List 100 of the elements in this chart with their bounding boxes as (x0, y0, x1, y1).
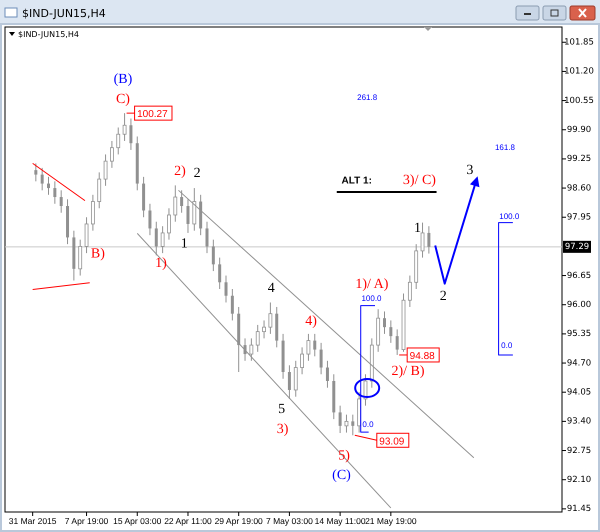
candlestick (212, 239, 215, 272)
annotation: 4 (268, 281, 275, 296)
candlestick (122, 112, 126, 142)
annotation: (B) (114, 72, 133, 88)
candlestick (97, 172, 102, 209)
y-tick-label: 97.95 (566, 212, 592, 223)
y-tick-label: 93.40 (566, 416, 592, 427)
y-tick-label: 101.20 (564, 66, 594, 77)
y-tick-label: 91.45 (566, 504, 592, 514)
y-tick-label: 94.05 (566, 388, 592, 398)
ref-line-label: 97.29 (564, 242, 590, 252)
candlestick (218, 257, 222, 290)
candlestick (116, 127, 120, 155)
candlestick (396, 328, 399, 356)
y-tick-label: 96.00 (566, 300, 592, 310)
candlestick (262, 320, 266, 339)
annotation: 3)/ C) (402, 173, 436, 188)
candlestick (320, 342, 323, 375)
candlestick (294, 360, 298, 398)
candlestick (224, 275, 228, 303)
candlestick (110, 140, 114, 168)
candlestick (427, 226, 430, 254)
candlestick (300, 346, 304, 375)
y-tick-label: 101.85 (564, 38, 594, 48)
y-tick-label: 99.25 (566, 154, 592, 164)
annotation: 1) (155, 256, 168, 272)
candlestick (256, 324, 260, 352)
y-tick-label: 95.35 (566, 329, 592, 340)
candlestick (249, 338, 254, 362)
annotation: 3) (276, 422, 289, 438)
annotation: 4) (305, 314, 318, 330)
y-tick-label: 96.65 (566, 270, 592, 281)
annotation: 2 (194, 166, 201, 182)
annotation: 3 (466, 163, 474, 178)
x-tick-label: 21 May 19:00 (365, 516, 417, 526)
candlestick (351, 414, 354, 436)
annotation: 93.09 (379, 436, 405, 448)
annotation: 100.27 (137, 109, 168, 120)
y-tick-label: 94.70 (566, 358, 592, 368)
annotation: (C) (332, 468, 352, 484)
annotation: 2)/ B) (392, 364, 425, 380)
candlestick (306, 333, 310, 362)
candlestick (338, 405, 342, 434)
annotation: 100.0 (499, 212, 520, 221)
candlestick (364, 374, 368, 406)
candlestick (47, 176, 50, 196)
y-tick-label: 92.10 (566, 475, 592, 486)
y-tick-label: 100.55 (564, 96, 594, 106)
y-tick-label: 98.60 (566, 183, 592, 194)
candlestick (383, 310, 386, 334)
x-tick-label: 15 Apr 03:00 (113, 516, 162, 526)
candlestick (173, 184, 178, 222)
chart-title: $IND-JUN15,H4 (22, 7, 106, 20)
x-tick-label: 14 May 11:00 (314, 516, 366, 526)
candlestick (313, 333, 316, 357)
annotation: 94.88 (410, 350, 436, 362)
annotation: 1 (180, 236, 188, 252)
annotation: 161.8 (494, 143, 516, 152)
candlestick (90, 194, 95, 232)
candlestick (34, 162, 38, 182)
annotation: 261.8 (357, 93, 378, 102)
candlestick (84, 216, 88, 254)
candlestick (288, 364, 291, 400)
candlestick (104, 154, 108, 186)
candlestick (60, 190, 63, 214)
candlestick (167, 208, 171, 240)
candlestick (326, 360, 329, 388)
annotation: 5) (338, 448, 350, 464)
candlestick (53, 180, 56, 204)
y-tick-label: 92.75 (566, 446, 592, 456)
candlestick (205, 221, 208, 254)
annotation: 1 (414, 221, 422, 236)
candlestick (148, 203, 152, 236)
annotation: 2) (174, 164, 186, 180)
candlestick (230, 288, 234, 321)
x-tick-label: 22 Apr 11:00 (164, 516, 212, 526)
chart-subtitle: $IND-JUN15,H4 (18, 30, 79, 39)
annotation: 0.0 (362, 420, 374, 429)
candlestick (408, 275, 412, 308)
annotation: 100.0 (361, 294, 382, 303)
candlestick (40, 167, 44, 191)
candlestick (389, 320, 392, 344)
candlestick (160, 226, 165, 254)
annotation: C) (116, 92, 130, 108)
x-tick-label: 7 Apr 19:00 (64, 516, 109, 526)
annotation: 1)/ A) (355, 277, 389, 292)
annotation: ALT 1: (342, 176, 372, 187)
candlestick (129, 118, 132, 150)
y-tick-label: 99.90 (566, 125, 592, 136)
candlestick (344, 414, 348, 434)
x-tick-label: 31 Mar 2015 (8, 516, 57, 526)
candlestick (186, 198, 190, 234)
x-tick-label: 7 May 03:00 (266, 516, 314, 526)
candlestick (420, 222, 424, 258)
annotation: 2 (440, 289, 447, 304)
annotation: B) (90, 246, 106, 262)
x-tick-label: 29 Apr 19:00 (214, 516, 264, 526)
candlestick (268, 302, 272, 334)
annotation: 5 (278, 402, 286, 418)
annotation: 0.0 (501, 341, 513, 350)
